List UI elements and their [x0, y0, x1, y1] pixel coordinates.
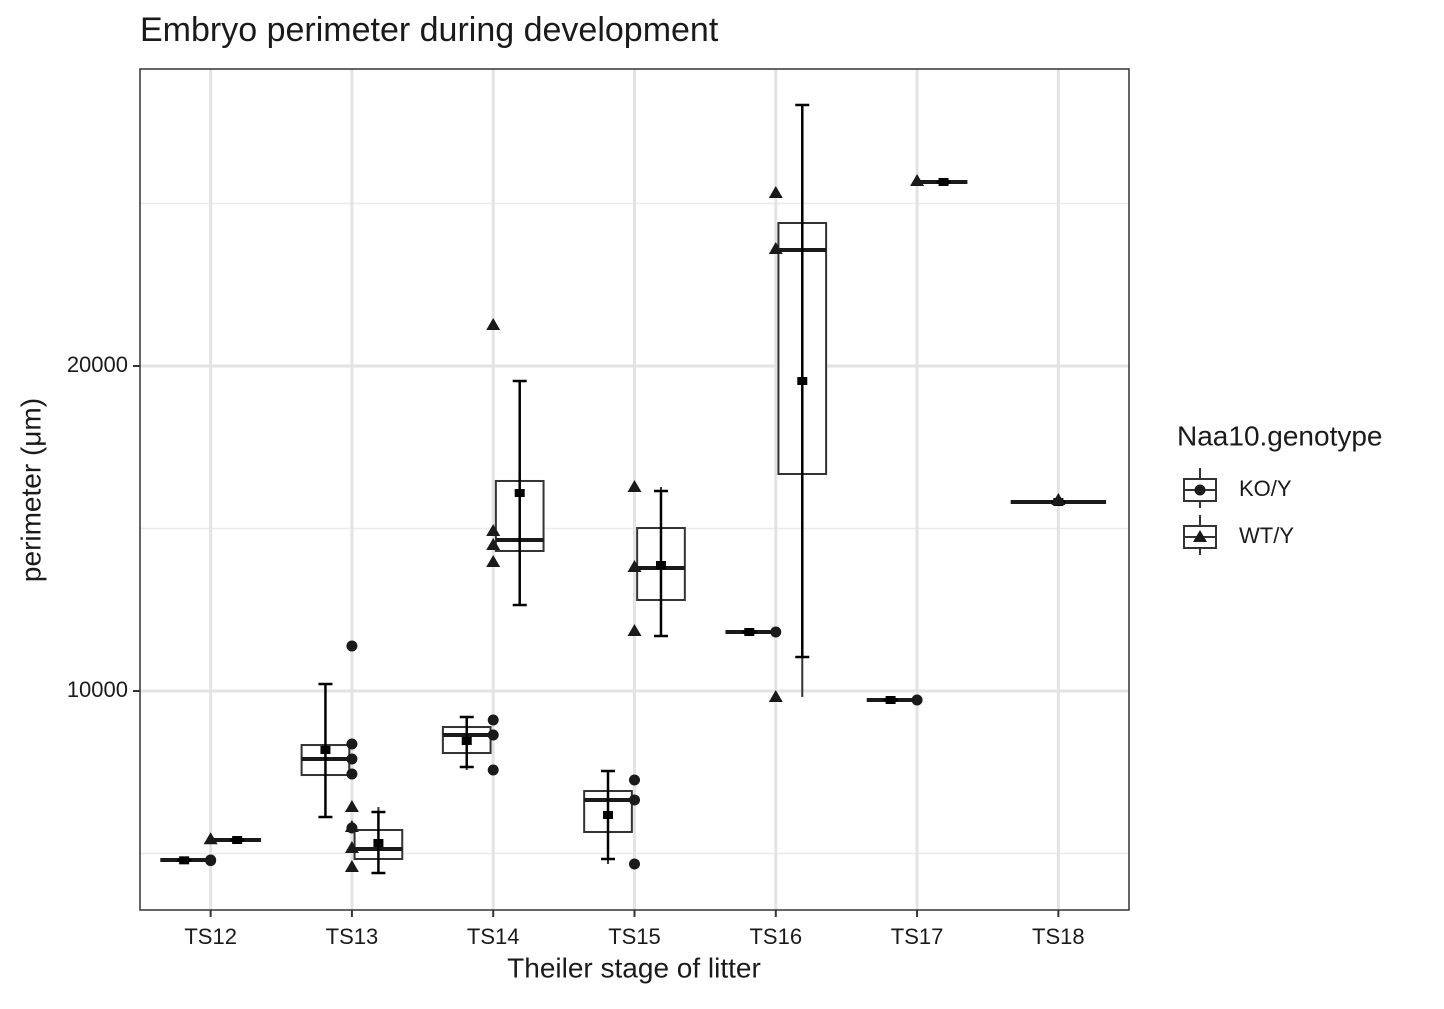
data-point	[911, 694, 923, 706]
data-point	[627, 624, 642, 637]
data-point	[346, 753, 358, 765]
data-point	[203, 832, 218, 845]
data-point	[487, 714, 499, 726]
data-point	[629, 774, 640, 786]
x-tick-label: TS17	[891, 924, 944, 949]
data-point	[486, 317, 501, 330]
data-point	[205, 855, 217, 867]
legend-label: KO/Y	[1239, 476, 1292, 501]
data-point	[344, 800, 359, 813]
data-point	[344, 820, 359, 833]
chart-title: Embryo perimeter during development	[140, 11, 719, 49]
legend-title: Naa10.genotype	[1177, 420, 1383, 451]
x-tick-label: TS16	[749, 924, 802, 949]
data-point	[1051, 492, 1066, 505]
mean-marker	[797, 377, 808, 386]
legend-key-point	[1193, 530, 1207, 542]
data-point	[768, 185, 783, 198]
mean-marker	[179, 856, 190, 865]
y-axis-title: perimeter (μm)	[15, 398, 46, 582]
data-point	[486, 555, 501, 568]
data-point	[346, 738, 358, 750]
legend-key-point	[1194, 484, 1206, 496]
data-point	[770, 626, 782, 638]
y-tick-label: 10000	[67, 677, 128, 702]
data-point	[346, 640, 358, 652]
mean-marker	[603, 810, 614, 819]
data-point	[486, 538, 501, 551]
data-point	[487, 764, 499, 776]
data-point	[344, 841, 359, 854]
mean-marker	[938, 177, 949, 186]
data-point	[627, 479, 642, 492]
data-point	[627, 560, 642, 573]
x-axis-title: Theiler stage of litter	[507, 952, 761, 983]
data-point	[629, 794, 640, 806]
mean-marker	[885, 696, 896, 705]
panel-border	[139, 68, 1130, 911]
x-tick-label: TS18	[1032, 924, 1085, 949]
data-point	[629, 858, 640, 870]
data-point	[487, 729, 499, 741]
mean-marker	[514, 489, 525, 498]
data-point	[486, 524, 501, 537]
x-tick-label: TS12	[184, 924, 237, 949]
mean-marker	[232, 836, 243, 845]
mean-marker	[655, 561, 666, 570]
x-tick-label: TS13	[326, 924, 379, 949]
mean-marker	[320, 745, 331, 754]
legend-label: WT/Y	[1239, 523, 1294, 548]
data-point	[910, 173, 925, 186]
x-tick-label: TS15	[608, 924, 661, 949]
data-point	[346, 768, 358, 780]
mean-marker	[373, 839, 384, 848]
x-tick-label: TS14	[467, 924, 520, 949]
data-point	[768, 241, 783, 254]
data-point	[344, 860, 359, 873]
data-point	[768, 690, 783, 703]
mean-marker	[744, 628, 755, 637]
mean-marker	[461, 736, 472, 745]
y-tick-label: 20000	[67, 352, 128, 377]
